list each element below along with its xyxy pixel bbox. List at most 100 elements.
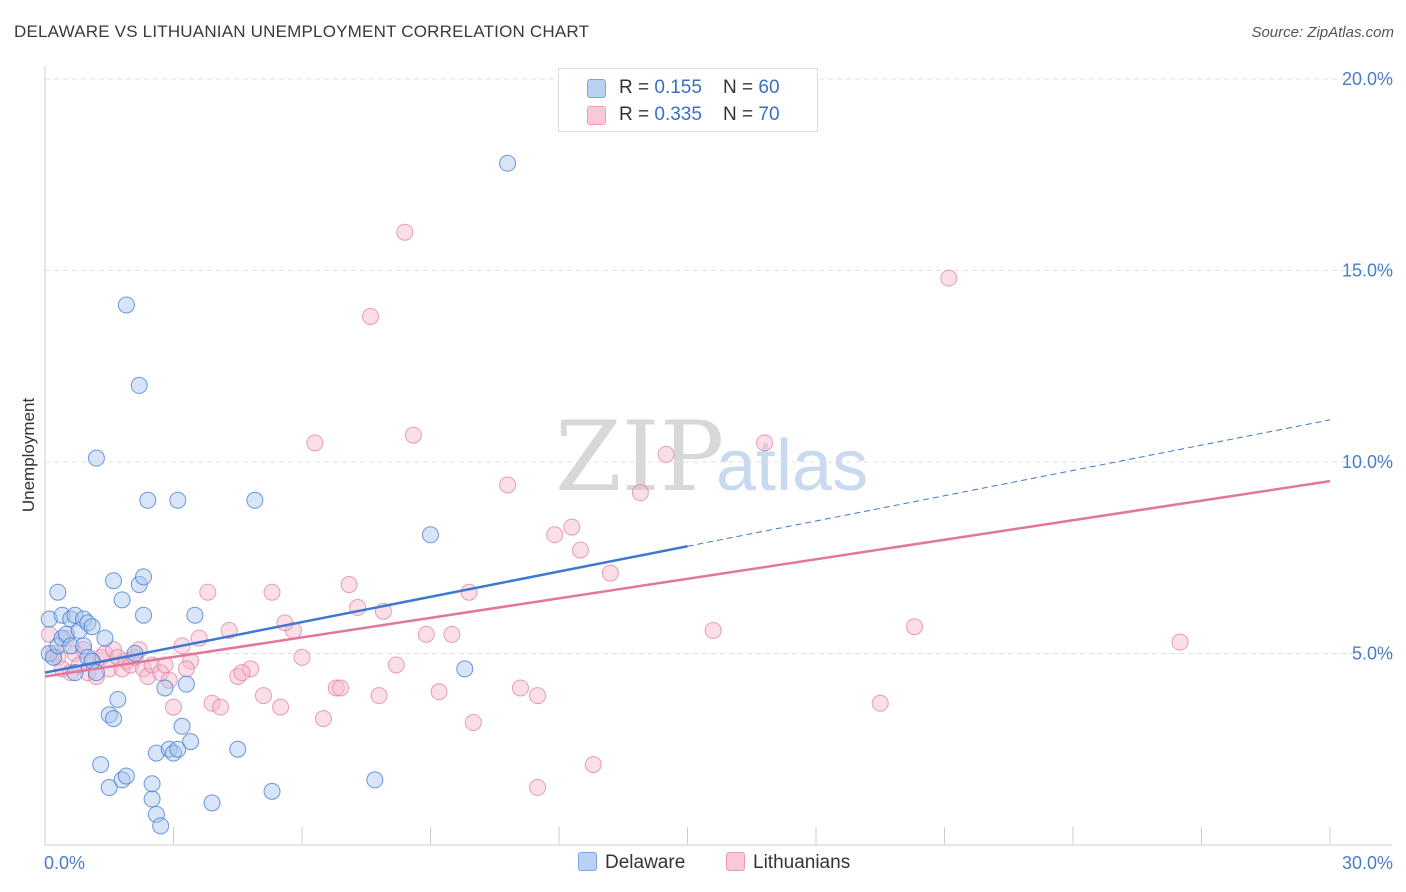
- delaware-point: [130, 376, 148, 394]
- watermark: ZIP atlas: [555, 401, 868, 513]
- lithuanians-point: [404, 426, 422, 444]
- delaware-point: [173, 717, 191, 735]
- delaware-point: [49, 583, 67, 601]
- lithuanians-point: [657, 445, 675, 463]
- legend-r-value: 0.335: [654, 104, 702, 125]
- lithuanians-point: [242, 660, 260, 678]
- lithuanians-point: [906, 618, 924, 636]
- source-label: Source: ZipAtlas.com: [1251, 24, 1394, 41]
- delaware-point: [456, 660, 474, 678]
- lithuanians-point: [430, 683, 448, 701]
- lithuanians-point: [362, 307, 380, 325]
- lithuanians-point: [254, 687, 272, 705]
- delaware-trendline: [44, 545, 688, 674]
- delaware-point: [83, 618, 101, 636]
- lithuanians-point: [233, 664, 251, 682]
- lithuanians-point: [276, 614, 294, 632]
- legend-n-value: 70: [758, 104, 780, 125]
- delaware-point: [143, 790, 161, 808]
- delaware-point: [422, 526, 439, 544]
- lithuanians-swatch: [587, 106, 606, 125]
- delaware-point: [246, 491, 264, 509]
- lithuanians-point: [203, 694, 221, 712]
- lithuanians-trendline: [44, 479, 1331, 678]
- delaware-point: [499, 154, 517, 172]
- lithuanians-point: [370, 687, 388, 705]
- lithuanians-point: [199, 583, 217, 601]
- delaware-point: [186, 606, 204, 624]
- lithuanians-points: [40, 223, 1189, 797]
- lithuanians-point: [704, 622, 722, 640]
- delaware-swatch: [587, 79, 606, 98]
- bottom-legend-lithuanians: Lithuanians: [726, 852, 850, 874]
- y-tick-label: 20.0%: [1342, 69, 1393, 89]
- lithuanians-point: [460, 583, 478, 601]
- delaware-swatch: [578, 852, 597, 871]
- x-tick-label: 30.0%: [1342, 853, 1393, 873]
- delaware-point: [229, 740, 247, 758]
- x-tick-label: 0.0%: [44, 853, 85, 873]
- delaware-point: [135, 568, 153, 586]
- lithuanians-point: [1171, 633, 1189, 651]
- delaware-point: [49, 637, 67, 655]
- delaware-points: [40, 154, 517, 835]
- delaware-point: [87, 449, 105, 467]
- delaware-point: [105, 710, 123, 728]
- lithuanians-point: [139, 667, 157, 685]
- lithuanians-point: [940, 269, 958, 287]
- lithuanians-point: [631, 484, 649, 502]
- lithuanians-point: [529, 687, 547, 705]
- legend-r-label: R =: [619, 104, 655, 125]
- lithuanians-point: [263, 583, 281, 601]
- delaware-point: [100, 779, 118, 797]
- delaware-point: [117, 296, 135, 314]
- lithuanians-point: [160, 671, 178, 689]
- lithuanians-point: [546, 526, 564, 544]
- legend-n-value: 60: [758, 77, 780, 98]
- delaware-point: [152, 817, 170, 835]
- delaware-point: [147, 744, 165, 762]
- lithuanians-point: [212, 698, 230, 716]
- lithuanians-point: [584, 756, 602, 774]
- lithuanians-point: [499, 476, 517, 494]
- delaware-point: [263, 782, 281, 800]
- y-tick-label: 10.0%: [1342, 452, 1393, 472]
- lithuanians-point: [443, 625, 461, 643]
- lithuanians-point: [511, 679, 529, 697]
- delaware-point: [169, 491, 187, 509]
- lithuanians-point: [571, 541, 589, 559]
- watermark-atlas: atlas: [716, 426, 868, 506]
- delaware-point: [156, 679, 174, 697]
- axes: [44, 66, 1392, 846]
- legend-r-value: 0.155: [654, 77, 702, 98]
- lithuanians-point: [327, 679, 345, 697]
- delaware-point: [177, 675, 195, 693]
- delaware-point: [366, 771, 384, 789]
- lithuanians-point: [314, 710, 332, 728]
- watermark-zip: ZIP: [555, 401, 724, 513]
- bottom-legend-delaware: Delaware: [578, 852, 685, 874]
- lithuanians-point: [40, 625, 58, 643]
- y-tick-label: 15.0%: [1342, 261, 1393, 281]
- lithuanians-point: [387, 656, 405, 674]
- delaware-point: [75, 637, 93, 655]
- lithuanians-point: [464, 713, 482, 731]
- y-tick-labels: 5.0% 10.0% 15.0% 20.0%: [1342, 69, 1393, 664]
- delaware-point: [96, 629, 114, 647]
- lithuanians-point: [105, 641, 123, 659]
- lithuanians-point: [529, 779, 547, 797]
- delaware-point: [92, 756, 110, 774]
- lithuanians-point: [332, 679, 350, 697]
- lithuanians-point: [417, 625, 435, 643]
- lithuanians-point: [601, 564, 619, 582]
- lithuanians-point: [396, 223, 414, 241]
- delaware-point: [117, 767, 135, 785]
- lithuanians-point: [871, 694, 889, 712]
- lithuanians-legend-label: Lithuanians: [753, 852, 851, 873]
- trendlines: [44, 419, 1331, 678]
- lithuanians-point: [756, 434, 774, 452]
- lithuanians-swatch: [726, 852, 745, 871]
- lithuanians-point: [563, 518, 581, 536]
- delaware-point: [182, 733, 200, 751]
- delaware-point: [130, 576, 148, 594]
